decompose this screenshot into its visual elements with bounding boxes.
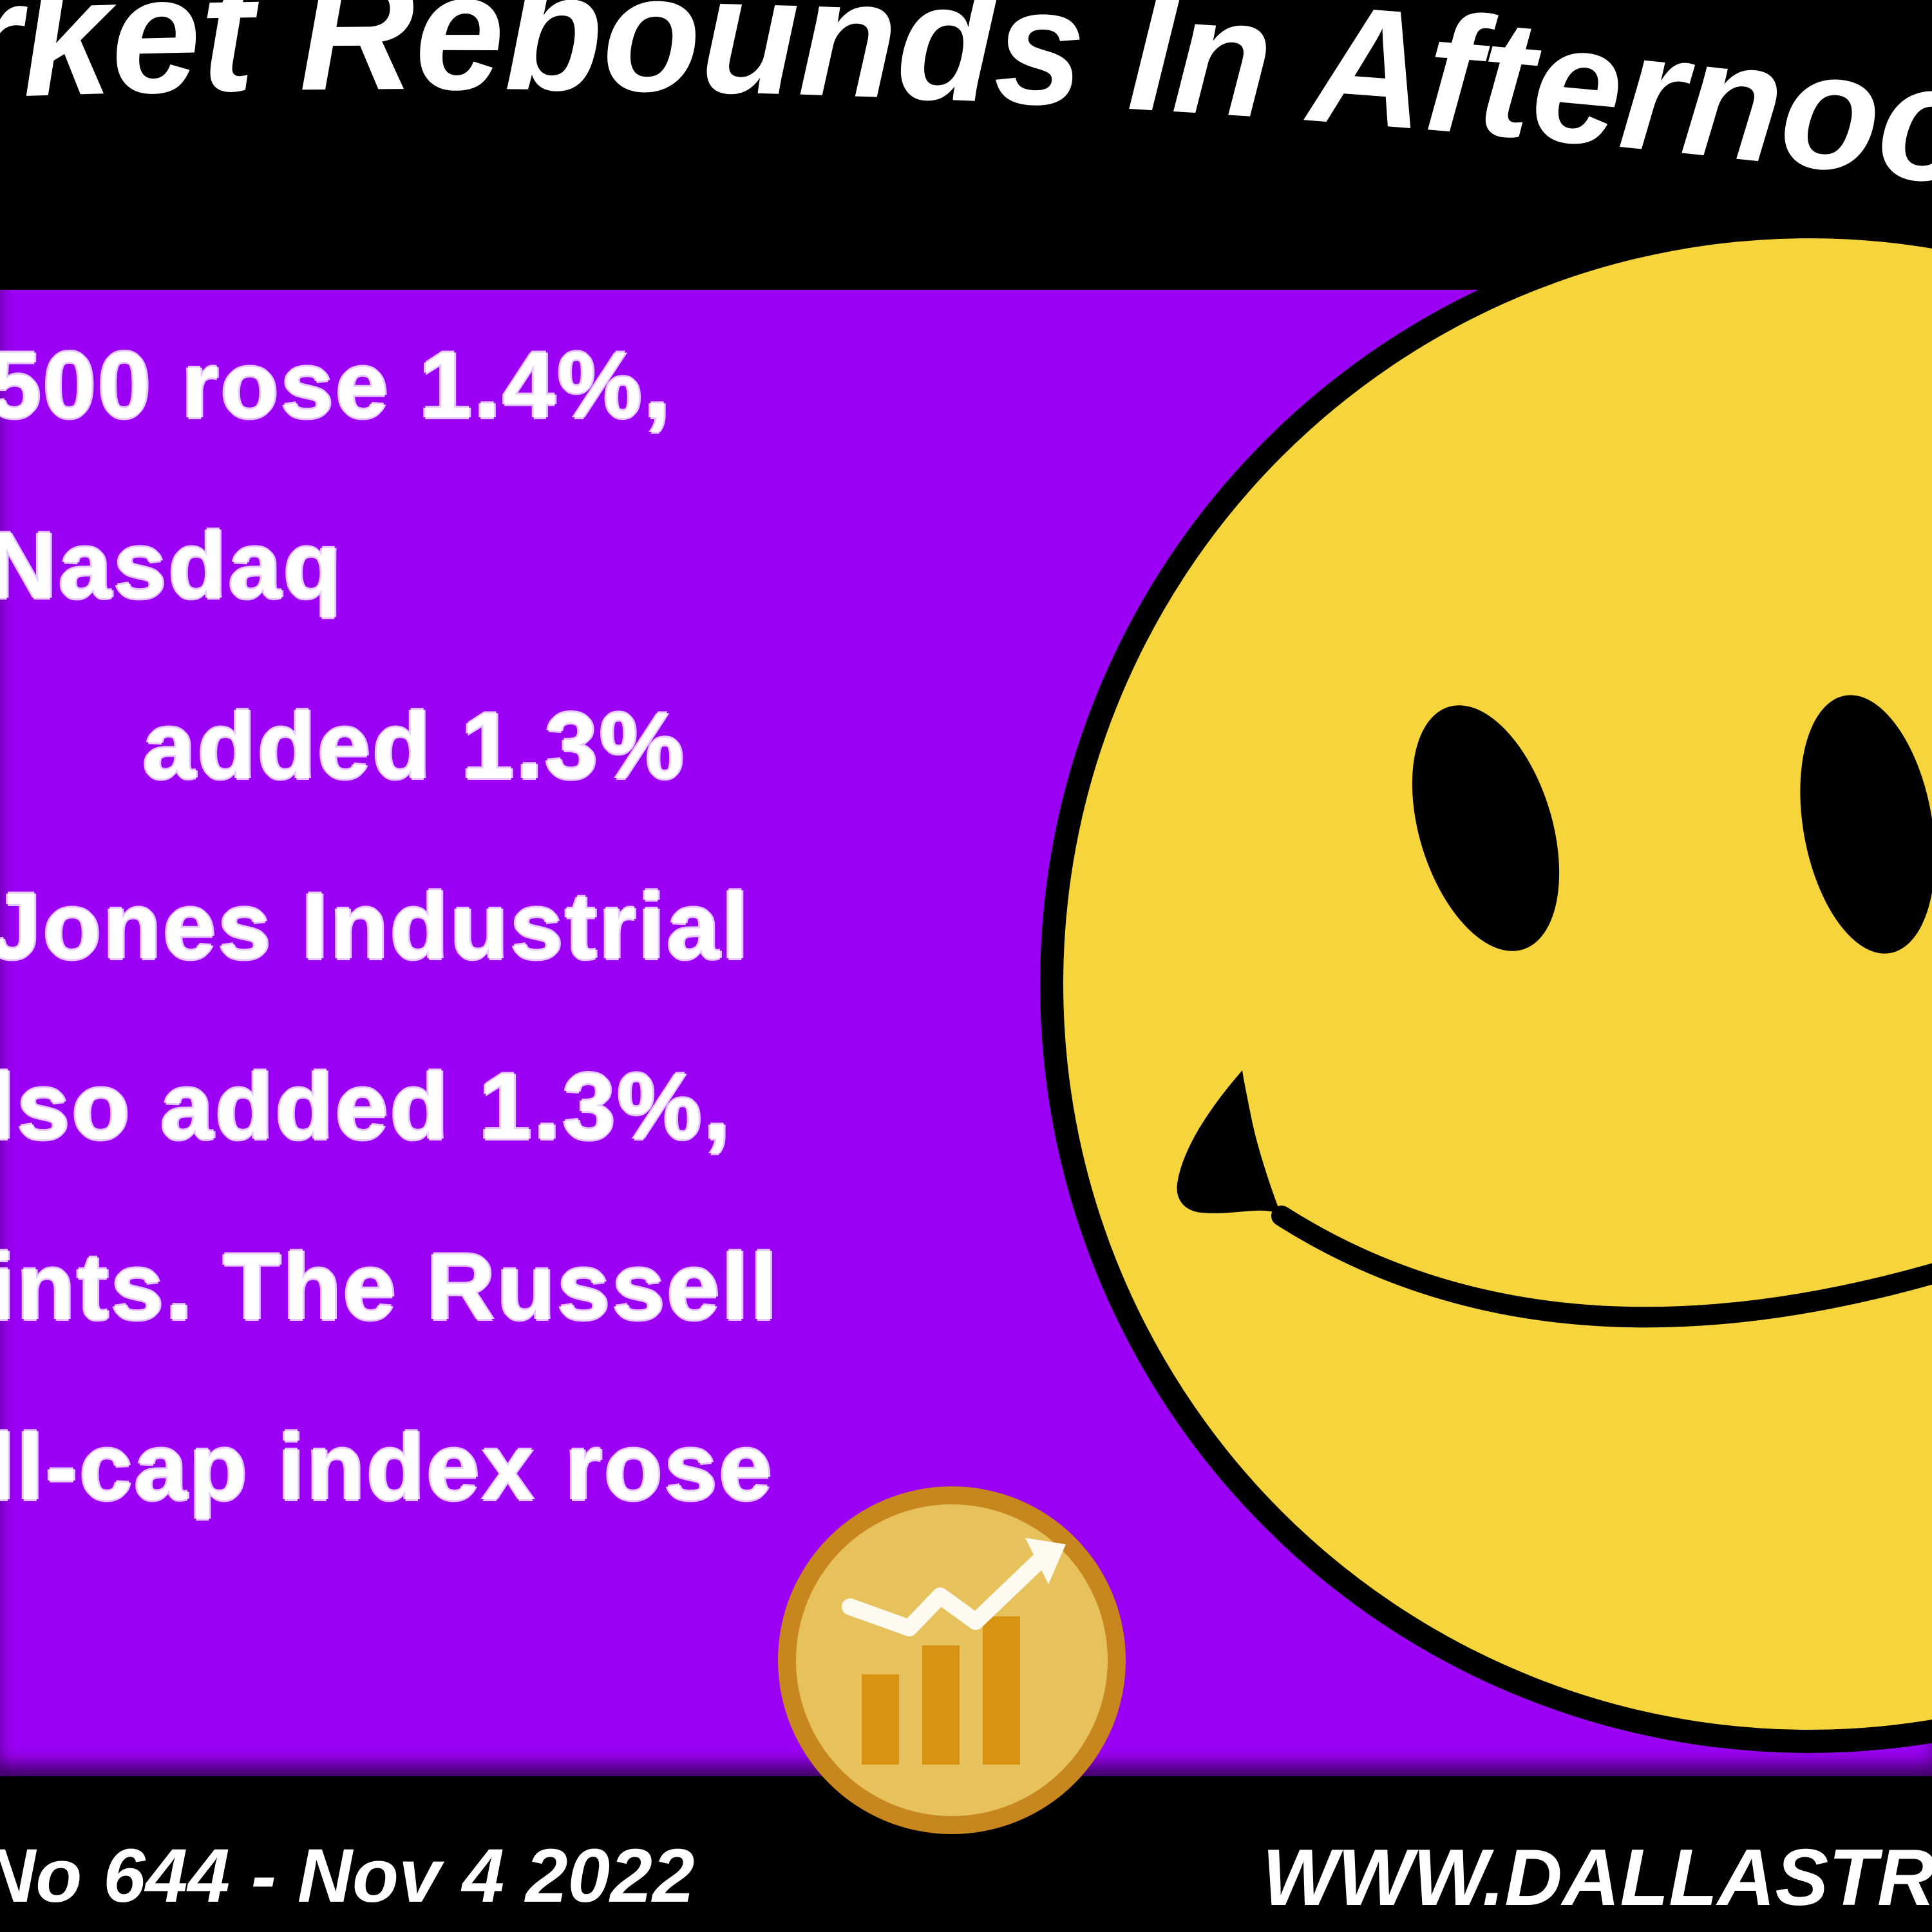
svg-text:Market Rebounds In Afternoon T: Market Rebounds In Afternoon Trading xyxy=(0,0,1932,264)
